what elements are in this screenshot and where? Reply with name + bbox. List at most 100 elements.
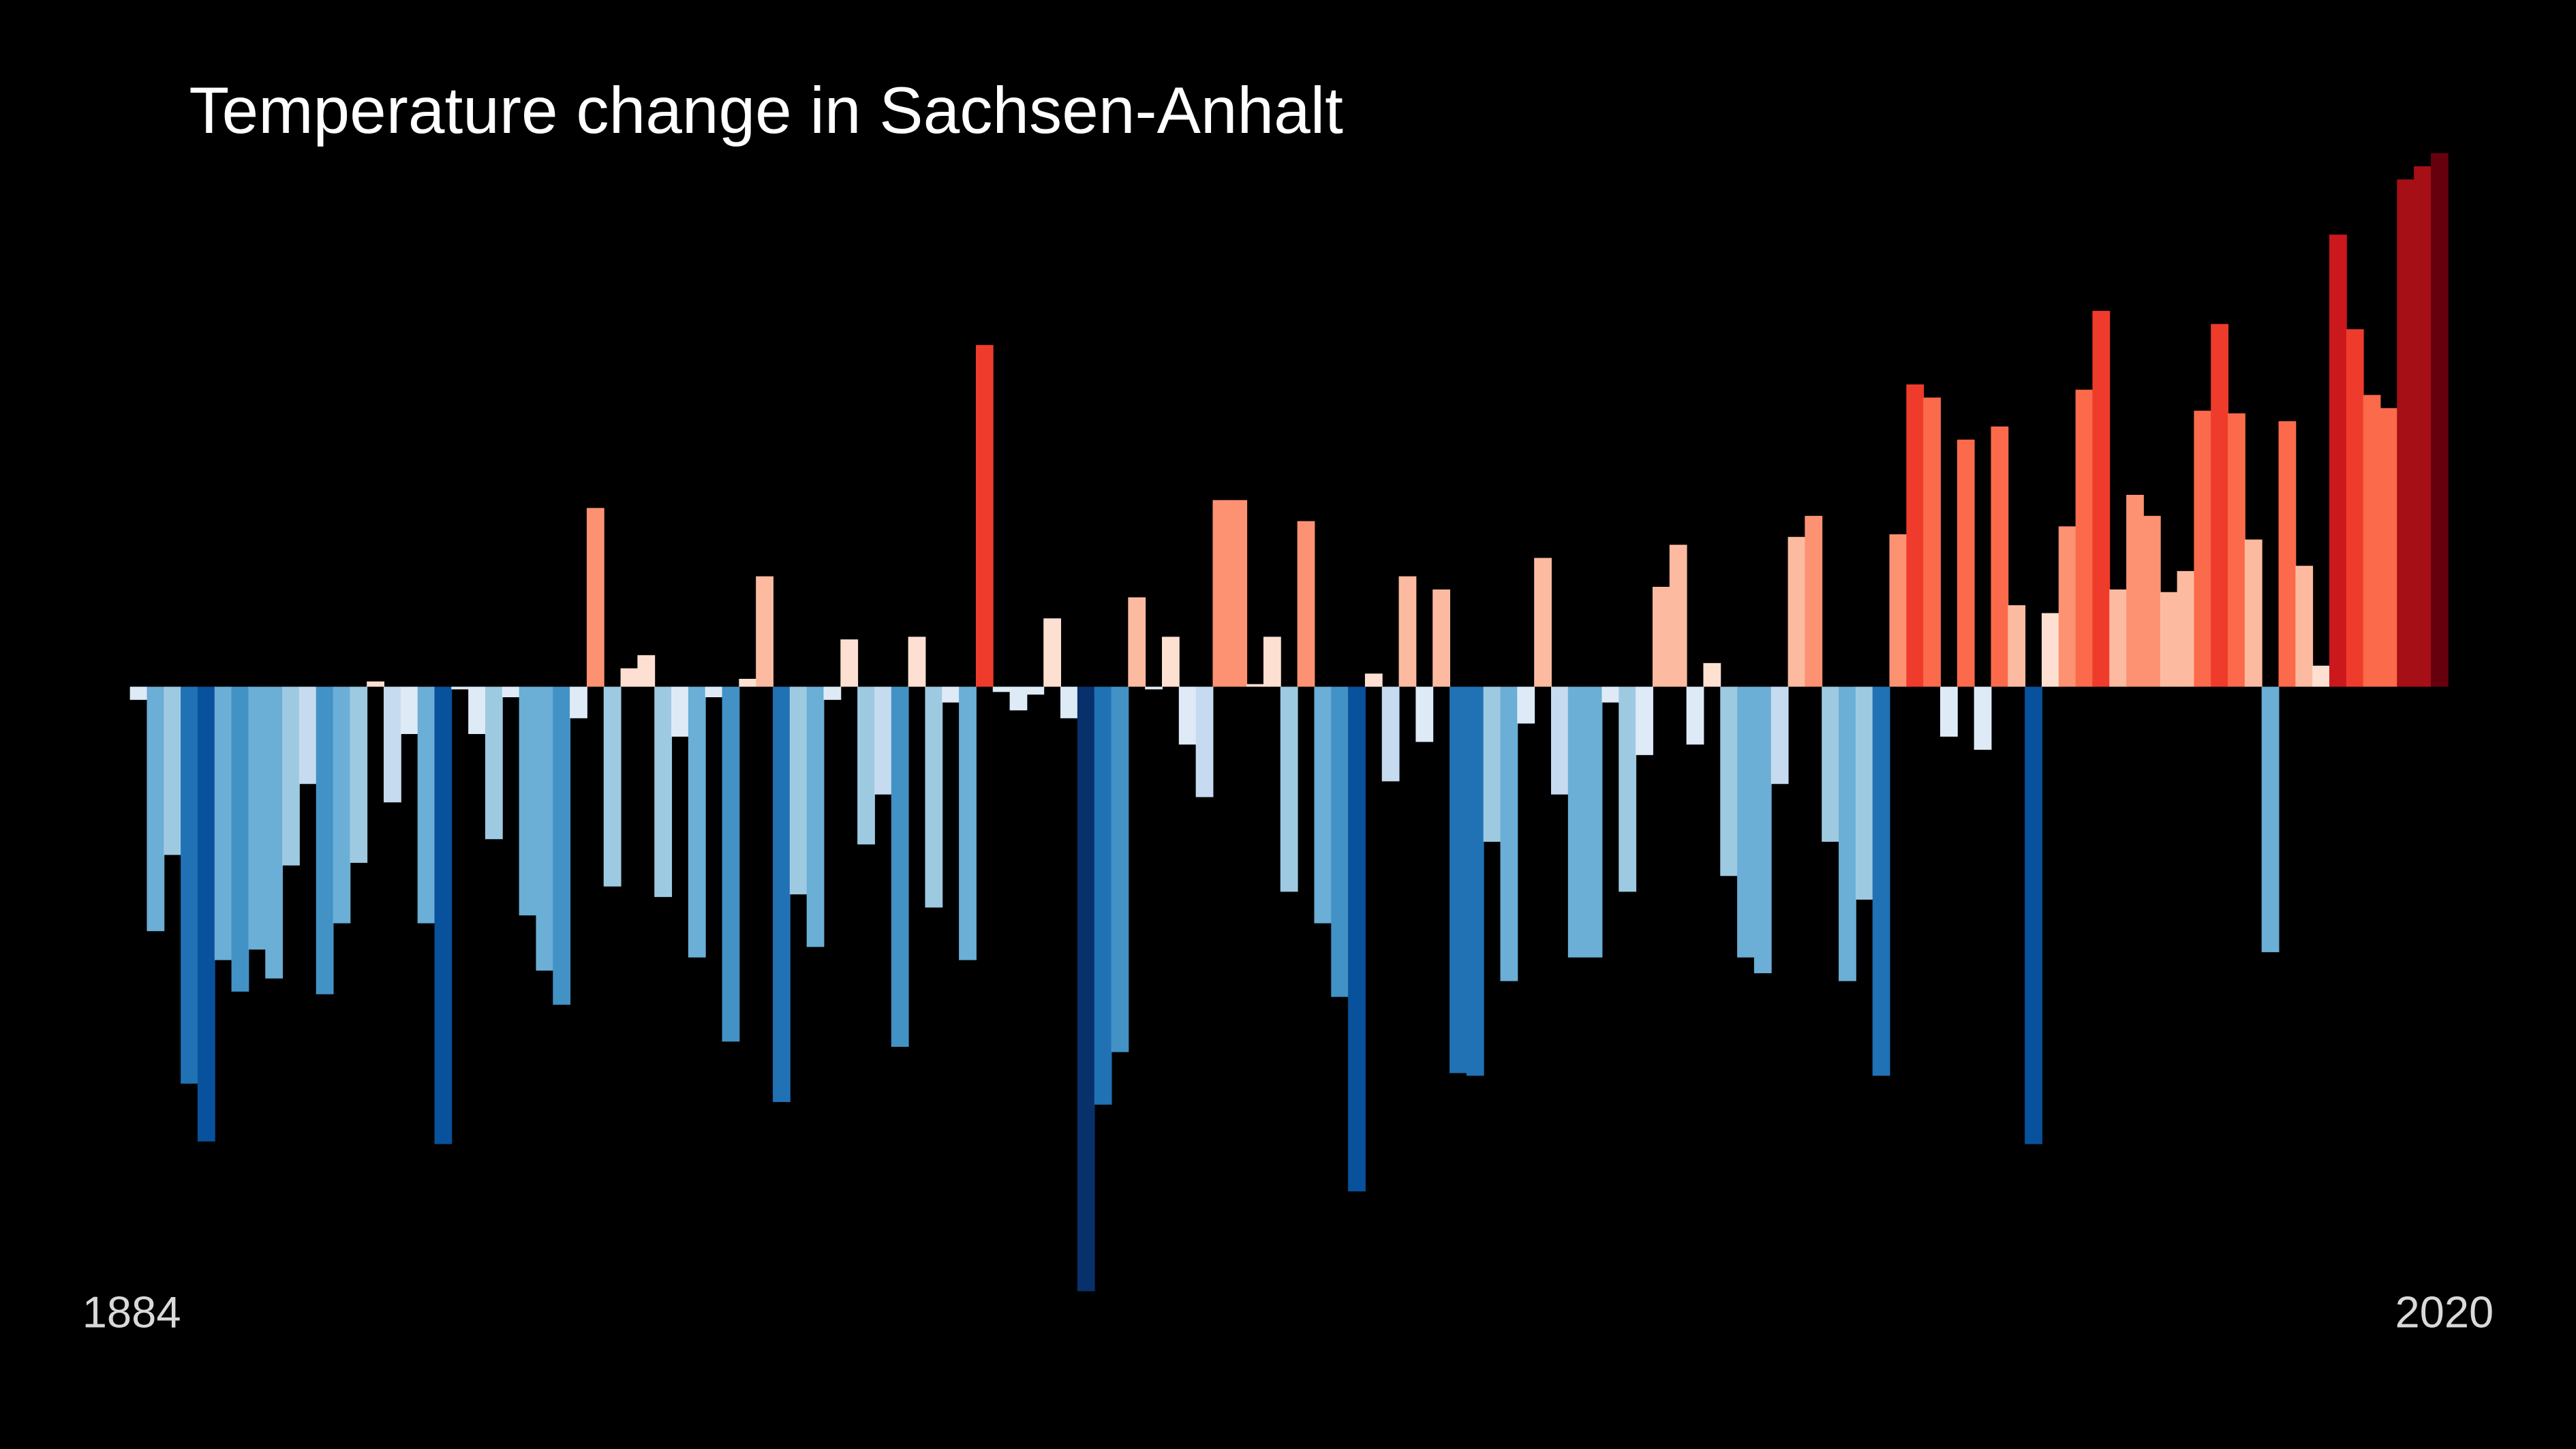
bar: [1212, 500, 1231, 687]
bar: [2430, 153, 2449, 687]
bar: [1364, 673, 1383, 687]
bar: [1584, 686, 1603, 958]
bar: [1957, 440, 1975, 687]
bar: [1872, 686, 1890, 1076]
bar: [2092, 311, 2111, 687]
bar: [1974, 686, 1992, 750]
bar: [164, 686, 182, 855]
bar: [1314, 686, 1332, 924]
bar: [1770, 686, 1789, 784]
bar: [823, 686, 842, 700]
bar: [129, 686, 148, 700]
bar: [620, 668, 639, 687]
bar: [1652, 587, 1670, 687]
bar: [536, 686, 554, 971]
bar: [1297, 521, 1315, 687]
bar: [1805, 515, 1823, 687]
bar: [1500, 686, 1518, 981]
bar: [1178, 686, 1197, 745]
bar: [1517, 686, 1535, 724]
bar: [2244, 539, 2263, 687]
bar: [2329, 234, 2347, 687]
bar: [756, 576, 773, 687]
bar: [1567, 686, 1586, 958]
bar: [316, 686, 334, 994]
bar: [840, 639, 859, 687]
bar: [2160, 592, 2178, 687]
bar: [333, 686, 351, 924]
bar: [773, 686, 791, 1102]
bar: [1415, 686, 1434, 742]
bar: [942, 686, 960, 703]
bar: [1753, 686, 1772, 973]
bar: [2211, 324, 2228, 687]
bar: [1551, 686, 1569, 795]
bar: [959, 686, 977, 960]
bar: [857, 686, 875, 844]
bar: [992, 686, 1011, 692]
bar: [671, 686, 689, 737]
bar: [1839, 686, 1856, 981]
bar: [891, 686, 909, 1047]
bar: [1703, 662, 1721, 687]
bar: [1619, 686, 1637, 892]
bar: [1398, 576, 1417, 687]
bar: [722, 686, 740, 1042]
bar: [1162, 637, 1180, 687]
bar: [1331, 686, 1349, 997]
bar: [1128, 597, 1146, 687]
bar: [1195, 686, 1214, 797]
bar: [1432, 589, 1451, 687]
bar: [2228, 413, 2245, 687]
x-tick-label: 1884: [82, 1287, 181, 1337]
bar: [1009, 686, 1028, 711]
bar: [1280, 686, 1298, 892]
bar: [282, 686, 300, 866]
bar: [553, 686, 571, 1005]
bar: [400, 686, 418, 734]
bar: [147, 686, 165, 932]
bar: [1111, 686, 1129, 1052]
bar: [1466, 686, 1484, 1076]
bar: [2177, 570, 2195, 687]
bar: [2109, 589, 2128, 687]
bar: [214, 686, 232, 960]
bar: [2363, 395, 2381, 687]
bar: [1737, 686, 1755, 958]
bar: [586, 508, 604, 687]
bar: [468, 686, 486, 734]
bar: [519, 686, 537, 916]
bar: [1939, 686, 1958, 737]
bar: [2261, 686, 2280, 953]
bar: [1669, 545, 1687, 687]
bar: [1348, 686, 1366, 1192]
bar: [908, 637, 926, 687]
bar: [925, 686, 943, 908]
bar: [231, 686, 249, 992]
bar: [197, 686, 215, 1142]
bar: [384, 686, 401, 803]
bar: [2397, 179, 2415, 687]
bar: [181, 686, 198, 1084]
bar: [248, 686, 266, 950]
x-tick-label: 2020: [2395, 1287, 2494, 1337]
bar: [485, 686, 503, 840]
bar: [1923, 397, 1941, 687]
bar: [1094, 686, 1112, 1105]
bar: [1906, 384, 1925, 687]
bar: [2041, 613, 2059, 687]
bar: [1720, 686, 1738, 876]
bar: [1636, 686, 1653, 755]
bar: [705, 686, 723, 697]
bar: [806, 686, 825, 947]
bar: [451, 686, 470, 690]
bar: [874, 686, 892, 795]
bar: [2312, 665, 2330, 687]
bar: [2008, 605, 2026, 687]
bar: [1077, 686, 1095, 1292]
bar: [1991, 426, 2009, 687]
bar: [1686, 686, 1704, 745]
bar: [2295, 566, 2314, 687]
